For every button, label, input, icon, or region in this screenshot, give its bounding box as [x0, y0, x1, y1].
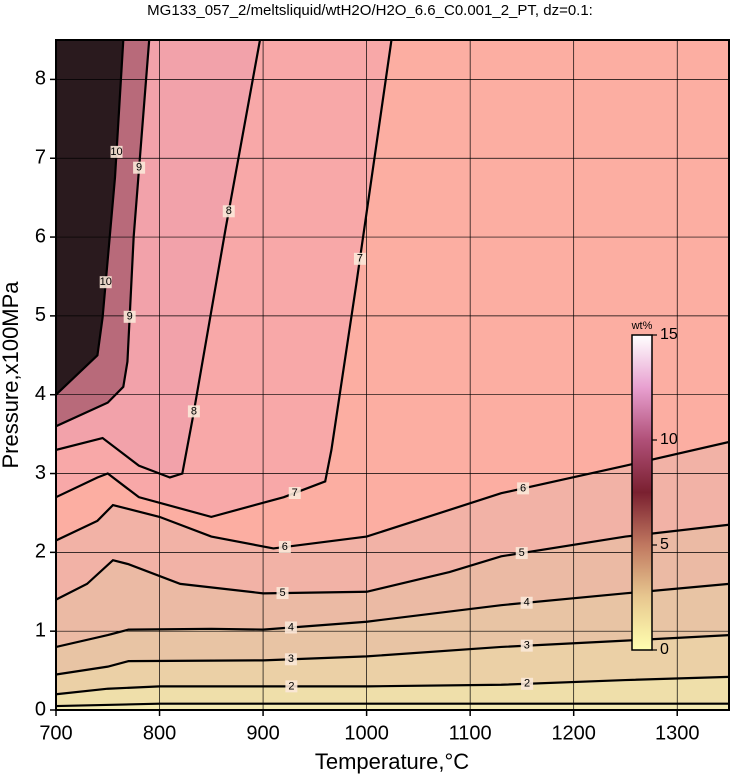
contour-line [56, 440, 729, 550]
chart-title: MG133_057_2/meltsliquid/wtH2O/H2O_6.6_C0… [147, 2, 593, 19]
contour-label-bg [521, 677, 534, 690]
colorbar-tick-label: 10 [660, 431, 678, 448]
y-tick-label: 8 [35, 68, 46, 90]
contour-label: 10 [110, 146, 122, 158]
contour-label: 2 [524, 678, 530, 690]
contour-label-bg [276, 587, 289, 600]
contour-label: 5 [279, 587, 285, 599]
contour-label: 7 [292, 487, 298, 499]
contour-region [56, 40, 124, 395]
axes: 700 800 900 1000 1100 1200 1300 0 1 2 3 4 5 6 7 8 [35, 39, 730, 744]
x-tick-label: 900 [246, 722, 279, 744]
colorbar: wt% 0 5 10 15 [631, 320, 678, 658]
contour-label-bg [123, 310, 136, 323]
contour-label-bg [515, 547, 528, 560]
contour-line [56, 675, 729, 696]
contour-label-bg [285, 680, 298, 693]
contour-label: 7 [357, 253, 363, 265]
y-tick-label: 6 [35, 225, 46, 247]
contour-line [56, 40, 262, 479]
y-tick-label: 0 [35, 698, 46, 720]
x-axis-label: Temperature,°C [315, 749, 469, 774]
contour-label-bg [187, 405, 200, 418]
contour-label-bg [520, 596, 533, 609]
contour-labels: 2 2 3 3 4 4 5 5 6 6 7 7 8 8 9 9 10 10 [99, 145, 534, 693]
contour-label-bg [517, 482, 530, 495]
contour-label: 10 [100, 276, 112, 288]
contour-label-bg [99, 276, 112, 289]
contour-line [56, 40, 393, 519]
contour-label: 6 [520, 482, 526, 494]
contour-label-bg [288, 487, 301, 500]
y-tick-label: 7 [35, 147, 46, 169]
colorbar-body [631, 334, 653, 651]
y-tick-label: 5 [35, 304, 46, 326]
x-tick-label: 1100 [449, 722, 492, 744]
contour-label: 8 [226, 205, 232, 217]
y-tick-label: 1 [35, 619, 46, 641]
contour-label: 6 [282, 541, 288, 553]
contour-label: 5 [519, 547, 525, 559]
colorbar-label: wt% [631, 320, 653, 332]
y-axis-label: Pressure,x100MPa [0, 281, 23, 469]
contour-label: 2 [288, 680, 294, 692]
plot-frame [55, 39, 730, 711]
contour-label-bg [520, 639, 533, 652]
contour-label-bg [284, 653, 297, 666]
contour-label-bg [284, 621, 297, 634]
y-tick-label: 4 [35, 383, 46, 405]
contour-label: 3 [288, 653, 294, 665]
x-tick-label: 1200 [551, 722, 596, 744]
x-tick-label: 1300 [655, 722, 700, 744]
contour-label: 4 [524, 597, 530, 609]
contour-label-bg [133, 161, 146, 174]
contour-line [56, 634, 729, 676]
x-tick-label: 1000 [344, 722, 389, 744]
contour-label-bg [110, 145, 123, 158]
contour-label: 9 [127, 311, 133, 323]
contour-label: 4 [288, 621, 294, 633]
contour-lines [56, 40, 729, 708]
contour-label: 3 [524, 640, 530, 652]
field [56, 40, 729, 710]
colorbar-tick-label: 0 [660, 641, 669, 658]
colorbar-tick-label: 5 [660, 536, 669, 553]
x-tick-label: 800 [143, 722, 176, 744]
contour-line [56, 40, 151, 428]
y-tick-label: 3 [35, 462, 46, 484]
contour-line [56, 40, 125, 396]
colorbar-tick-label: 15 [660, 326, 678, 343]
x-tick-label: 700 [39, 722, 72, 744]
contour-label: 9 [136, 162, 142, 174]
contour-label-bg [353, 252, 366, 265]
contour-label: 8 [191, 405, 197, 417]
contour-label-bg [278, 540, 291, 553]
contour-label-bg [222, 205, 235, 218]
y-tick-label: 2 [35, 541, 46, 563]
